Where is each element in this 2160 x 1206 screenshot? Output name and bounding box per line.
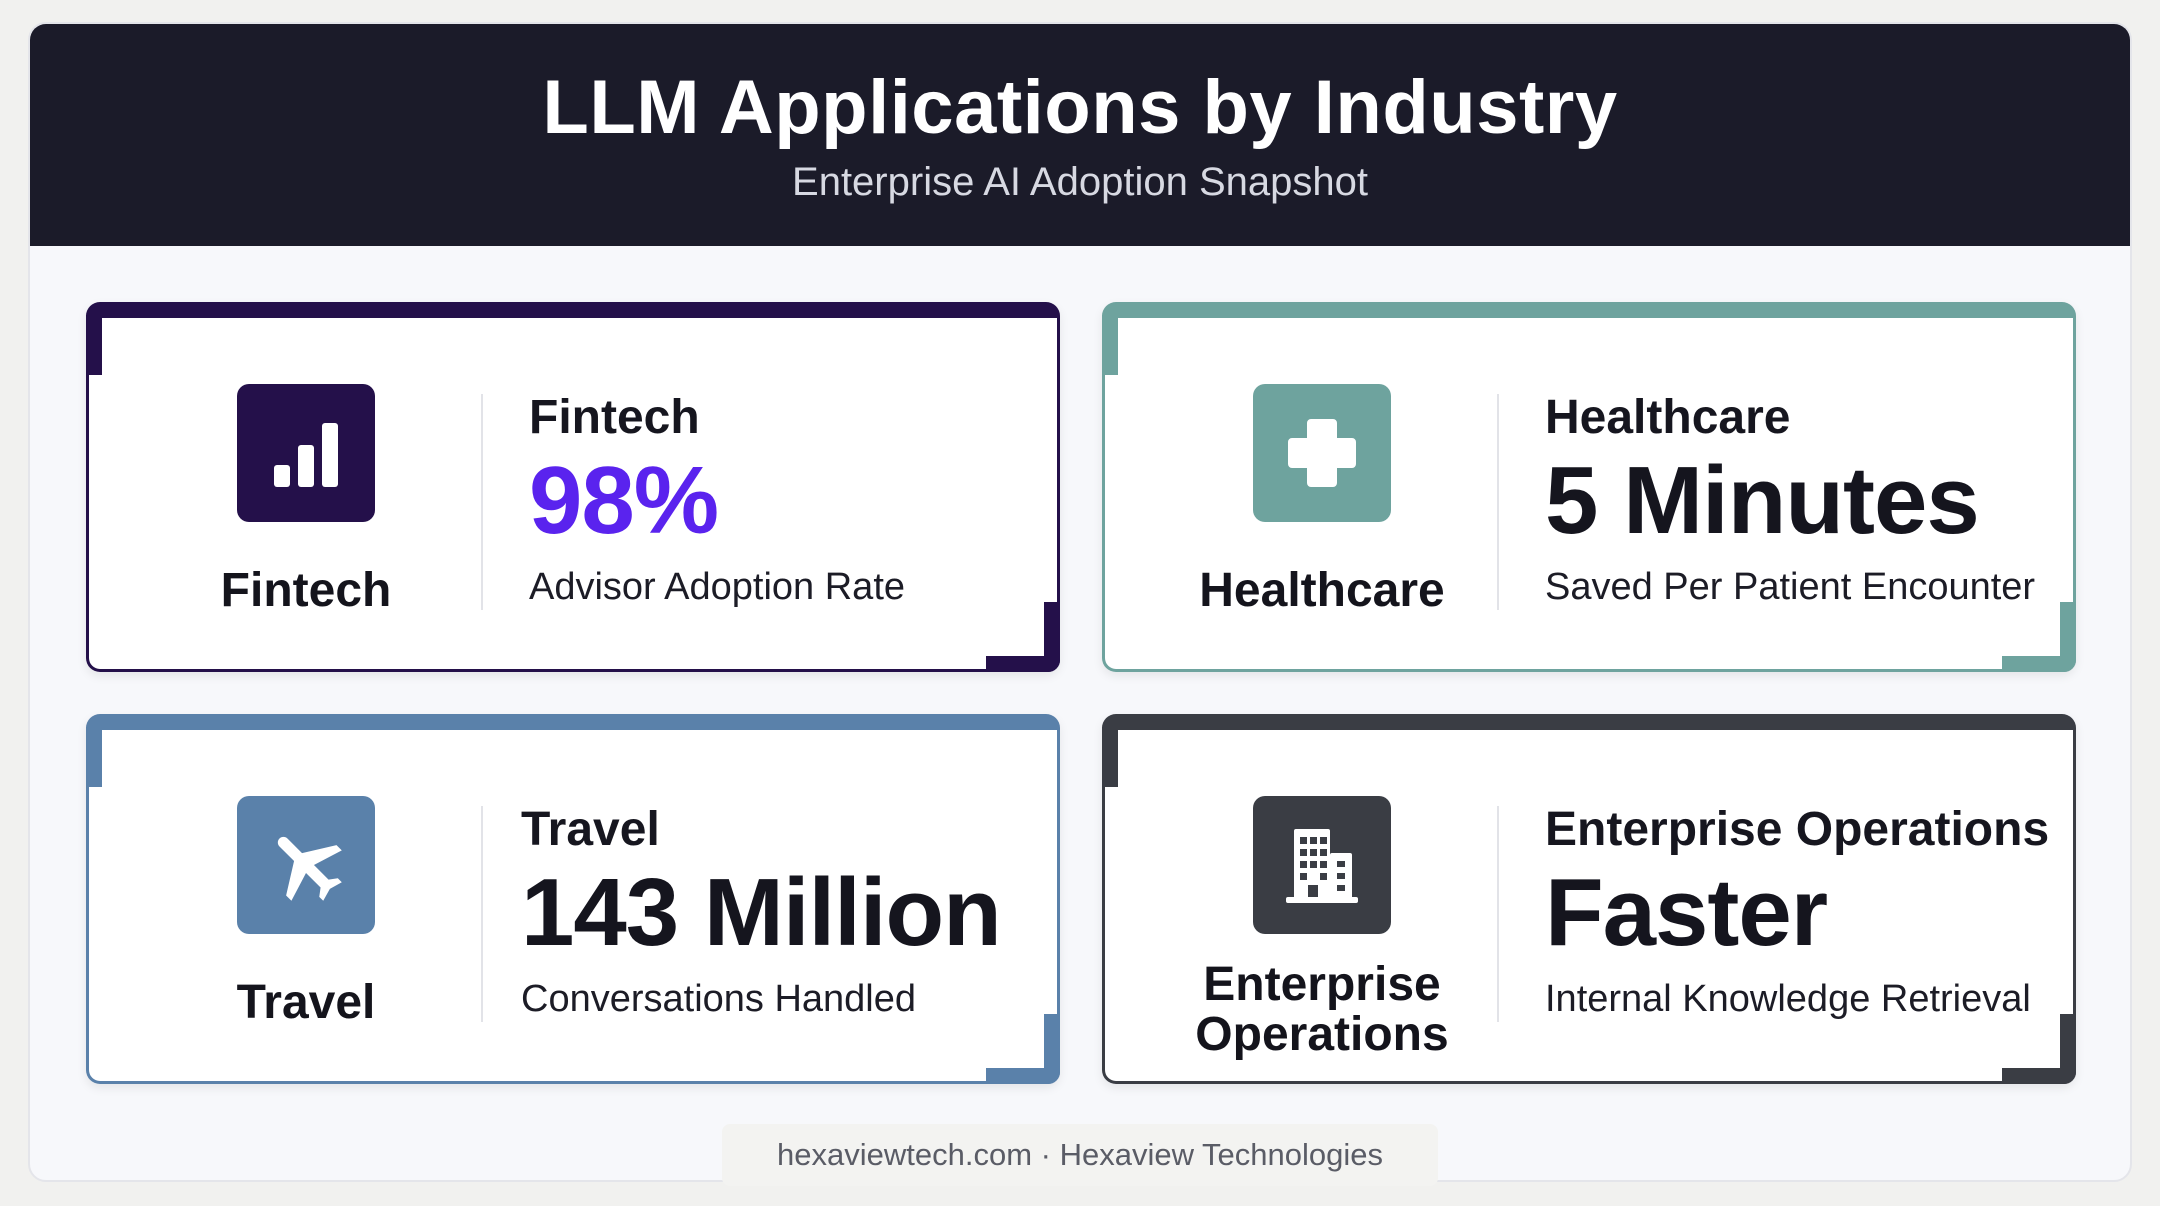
office-building-icon xyxy=(1253,796,1391,934)
metric-value: 5 Minutes xyxy=(1545,447,1980,554)
card-corner-accent xyxy=(986,656,1060,672)
icon-label: Fintech xyxy=(220,564,392,617)
icon-label: Enterprise Operations xyxy=(1195,958,1449,1061)
card-corner-accent xyxy=(86,727,102,787)
card-divider xyxy=(481,394,483,610)
bar-chart-icon xyxy=(237,384,375,522)
card-corner-accent xyxy=(1044,1014,1060,1084)
card-corner-accent xyxy=(2060,1014,2076,1084)
airplane-icon xyxy=(237,796,375,934)
industry-name: Healthcare xyxy=(1545,391,1791,444)
page-subtitle: Enterprise AI Adoption Snapshot xyxy=(792,160,1368,204)
metric-description: Internal Knowledge Retrieval xyxy=(1545,978,2031,1020)
metric-value: 98% xyxy=(529,447,719,554)
card-corner-accent xyxy=(2060,602,2076,672)
card-corner-accent xyxy=(1102,727,1118,787)
card-enterprise-operations: Enterprise Operations Enterprise Operati… xyxy=(1102,714,2076,1084)
card-corner-accent xyxy=(2002,656,2076,672)
card-corner-accent xyxy=(1044,602,1060,672)
industry-name: Travel xyxy=(521,803,660,856)
card-corner-accent xyxy=(86,315,102,375)
card-corner-accent xyxy=(2002,1068,2076,1084)
metric-description: Conversations Handled xyxy=(521,978,917,1020)
icon-label: Travel xyxy=(236,976,376,1029)
icon-label: Healthcare xyxy=(1199,564,1445,617)
card-healthcare: Healthcare Healthcare 5 Minutes Saved Pe… xyxy=(1102,302,2076,672)
metric-value: 143 Million xyxy=(521,859,1002,966)
page-title: LLM Applications by Industry xyxy=(542,65,1618,150)
footer-attribution: hexaviewtech.com · Hexaview Technologies xyxy=(722,1124,1438,1186)
card-corner-accent xyxy=(1102,315,1118,375)
card-divider xyxy=(1497,806,1499,1022)
header-banner: LLM Applications by Industry Enterprise … xyxy=(30,24,2130,246)
card-fintech: Fintech Fintech 98% Advisor Adoption Rat… xyxy=(86,302,1060,672)
card-divider xyxy=(1497,394,1499,610)
card-corner-accent xyxy=(986,1068,1060,1084)
card-divider xyxy=(481,806,483,1022)
infographic-frame: LLM Applications by Industry Enterprise … xyxy=(28,22,2132,1182)
industry-name: Fintech xyxy=(529,391,700,444)
metric-description: Advisor Adoption Rate xyxy=(529,566,906,608)
medical-cross-icon xyxy=(1253,384,1391,522)
metric-value: Faster xyxy=(1545,859,1828,966)
metric-description: Saved Per Patient Encounter xyxy=(1545,566,2036,608)
card-travel: Travel Travel 143 Million Conversations … xyxy=(86,714,1060,1084)
industry-name: Enterprise Operations xyxy=(1545,803,2050,856)
